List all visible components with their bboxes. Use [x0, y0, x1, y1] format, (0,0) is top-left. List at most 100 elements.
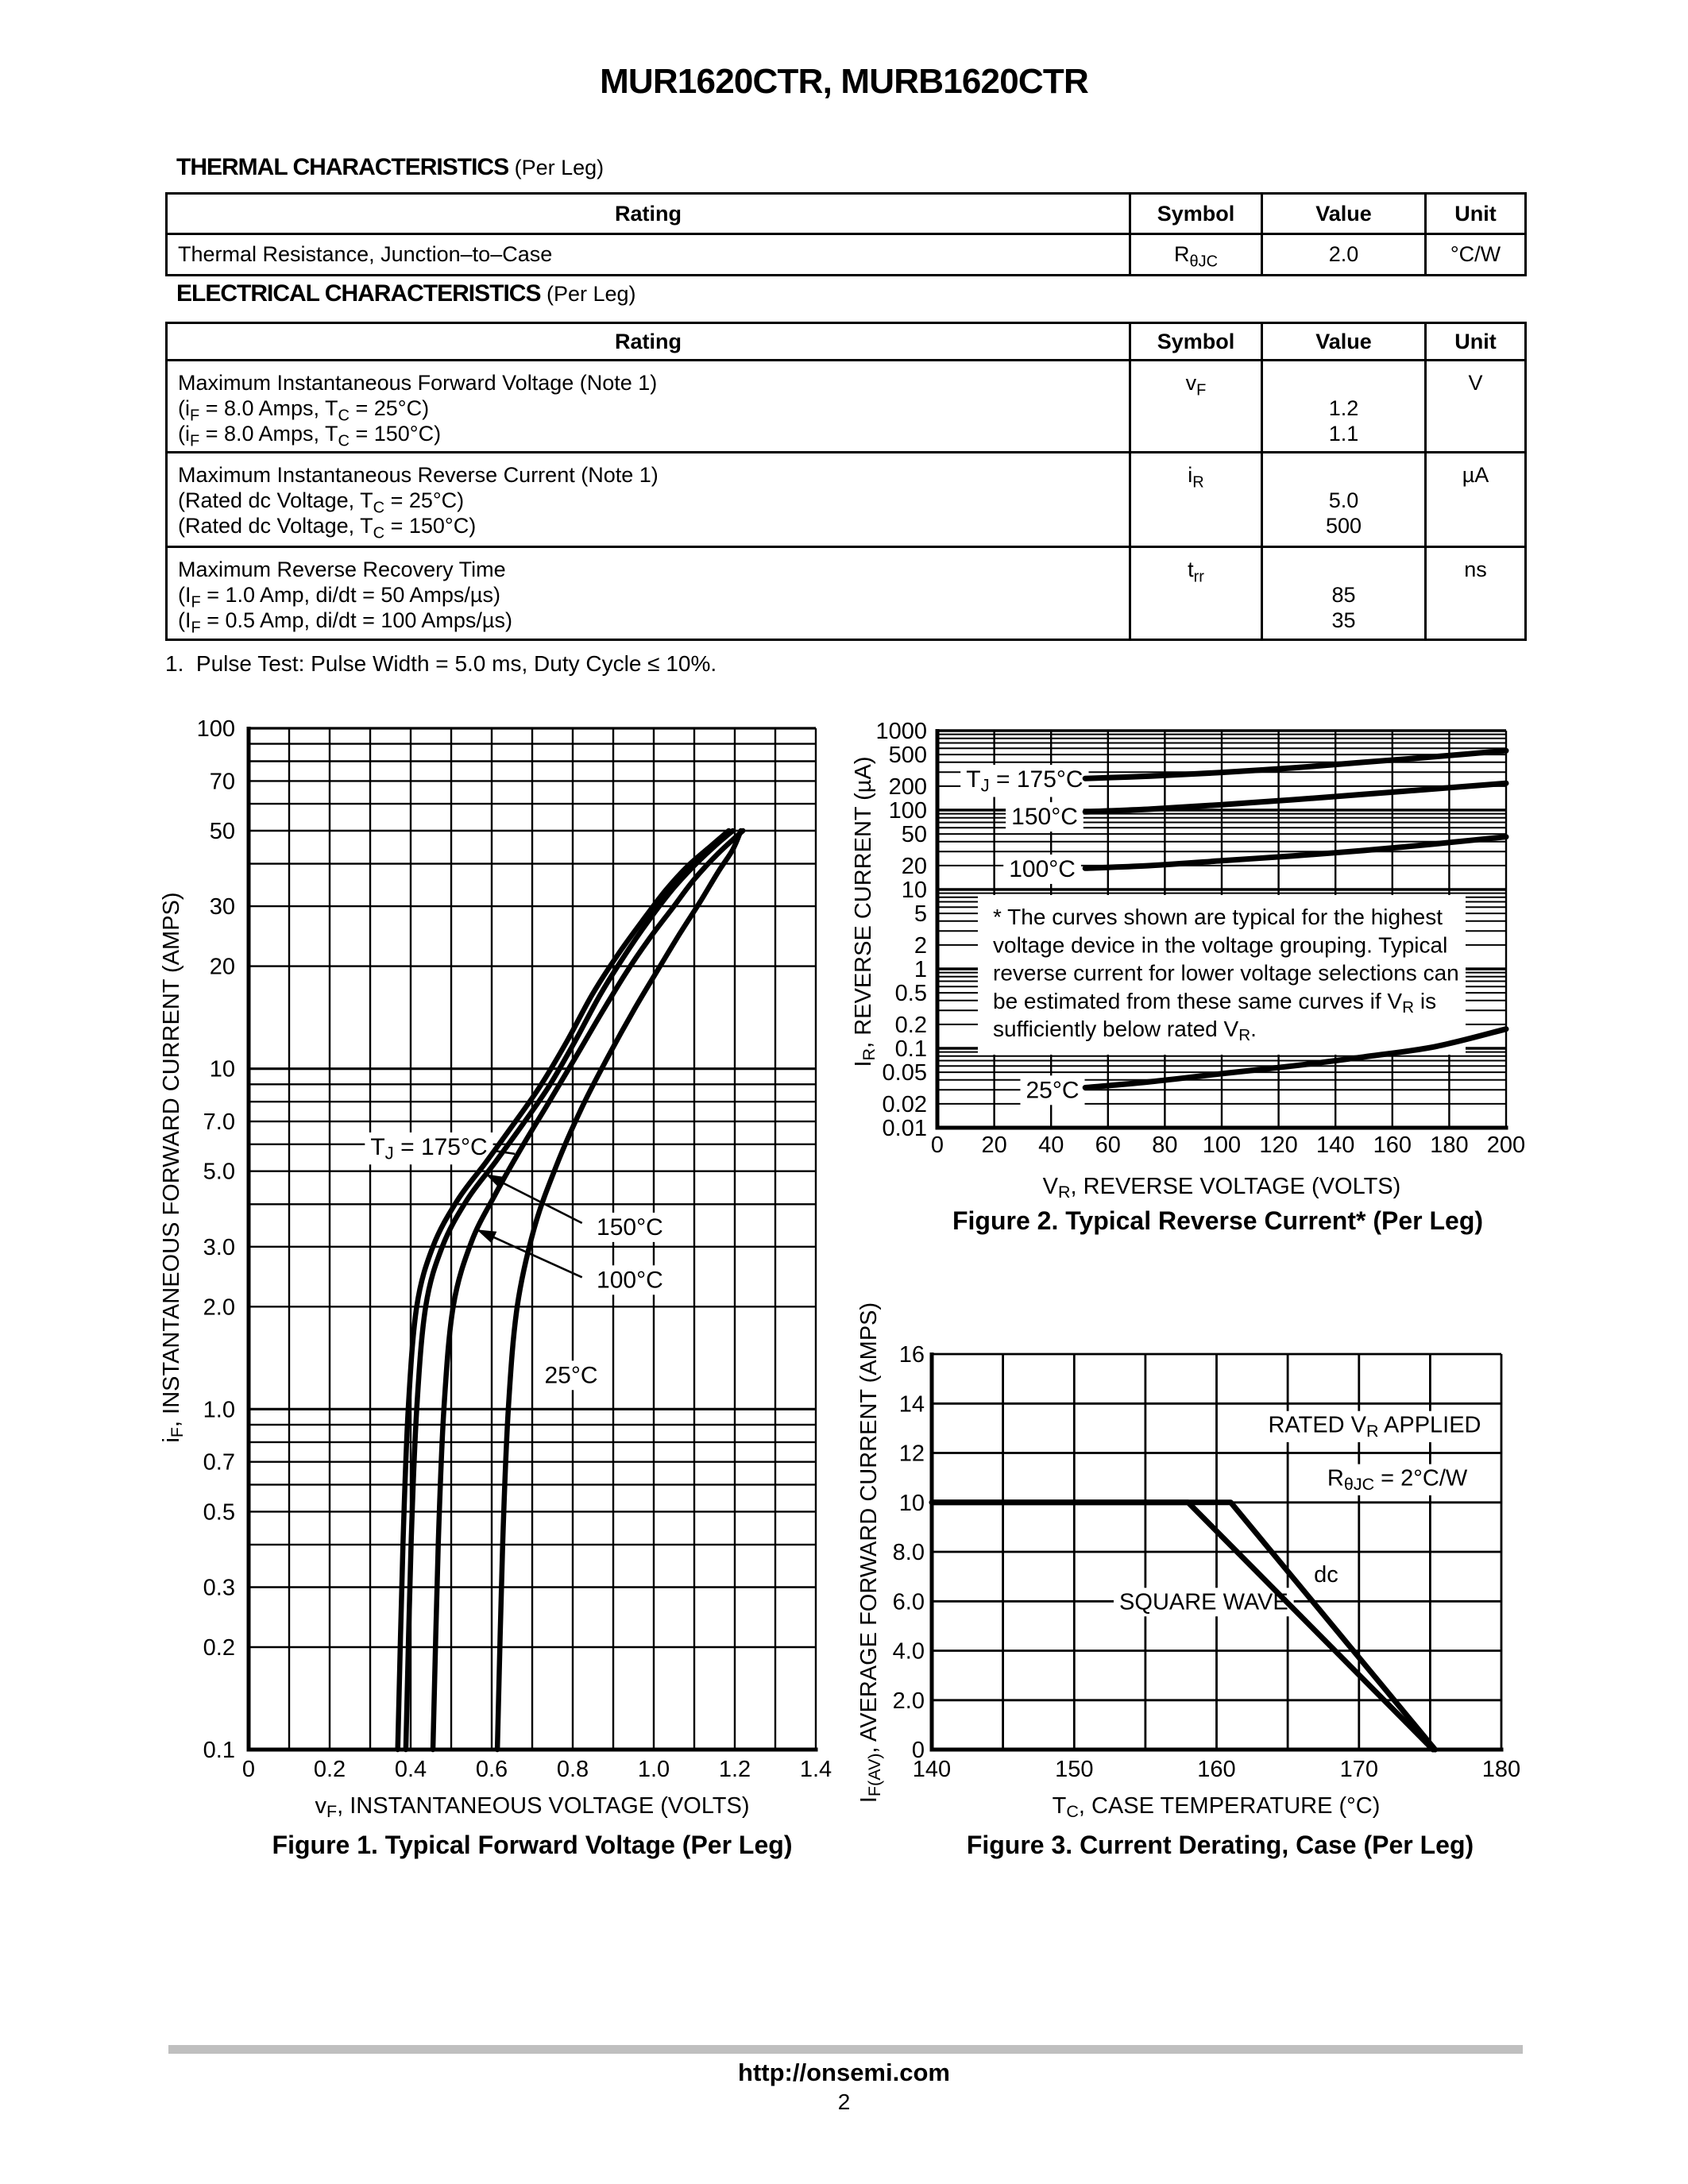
fig1-curve-label-2: 100°C [597, 1267, 663, 1293]
footer-divider [168, 2045, 1523, 2054]
fig2-x-tick-label: 120 [1259, 1133, 1297, 1158]
label-mask [1006, 802, 1083, 832]
footer-url[interactable]: http://onsemi.com [738, 2059, 950, 2086]
fig3-curve-label-0: RATED VR APPLIED [1268, 1413, 1481, 1441]
fig2-annotation-line-3: be estimated from these same curves if V… [993, 989, 1436, 1017]
thermal-section-heading: THERMAL CHARACTERISTICS (Per Leg) [176, 154, 604, 181]
fig2-x-tick-label: 160 [1373, 1133, 1412, 1158]
fig1-x-tick-label: 0 [242, 1757, 255, 1782]
fig1-arrow-0 [493, 1149, 516, 1156]
fig2-curve-label-3: 25°C [1026, 1077, 1079, 1103]
fig2-y-tick-label: 1 [914, 957, 927, 982]
electrical-col-value: Value [1261, 322, 1427, 361]
rating-line: (Rated dc Voltage, TC = 150°C) [178, 514, 477, 542]
fig3-y-tick-label: 14 [899, 1391, 925, 1417]
rating-line: (Rated dc Voltage, TC = 25°C) [178, 488, 465, 517]
label-mask [591, 1265, 669, 1295]
fig1-y-tick-label: 0.7 [203, 1450, 235, 1476]
fig3-y-tick-label: 4.0 [893, 1639, 925, 1665]
fig2-y-tick-label: 2 [914, 933, 927, 959]
fig1-curve-label-1: 150°C [597, 1214, 663, 1241]
fig3-y-tick-label: 16 [899, 1342, 925, 1368]
label-mask [1114, 1588, 1294, 1617]
rating-line: Maximum Reverse Recovery Time [178, 558, 506, 581]
fig1-y-tick-label: 7.0 [203, 1109, 235, 1135]
label-mask [1020, 1075, 1085, 1106]
fig3-curve-label-1: RθJC = 2°C/W [1327, 1466, 1468, 1494]
thermal-heading-suffix: (Per Leg) [508, 156, 605, 179]
fig1-y-tick-label: 50 [210, 819, 235, 844]
thermal-col-value: Value [1261, 192, 1427, 235]
value-line: 35 [1331, 608, 1356, 632]
fig1-x-axis-title: vF, INSTANTANEOUS VOLTAGE (VOLTS) [315, 1793, 749, 1821]
value-cell: 85 35 [1261, 546, 1427, 641]
fig2-x-tick-label: 40 [1038, 1133, 1064, 1158]
fig2-y-tick-label: 100 [889, 798, 927, 824]
thermal-heading-text: THERMAL CHARACTERISTICS [176, 154, 509, 180]
thermal-rating-cell: Thermal Resistance, Junction–to–Case [165, 233, 1131, 276]
fig2-annotation-line-2: reverse current for lower voltage select… [993, 961, 1459, 986]
unit-cell: µA [1424, 451, 1527, 548]
rating-line: (iF = 8.0 Amps, TC = 150°C) [178, 422, 442, 450]
thermal-unit-cell: °C/W [1424, 233, 1527, 276]
fig2-x-tick-label: 100 [1203, 1133, 1241, 1158]
thermal-col-rating: Rating [165, 192, 1131, 235]
fig2-annotation-line-1: voltage device in the voltage grouping. … [993, 932, 1447, 957]
fig2-y-tick-label: 0.01 [883, 1116, 927, 1141]
footnote: 1. Pulse Test: Pulse Width = 5.0 ms, Dut… [165, 651, 717, 676]
fig1-y-tick-label: 0.3 [203, 1576, 235, 1601]
fig2-x-tick-label: 20 [981, 1133, 1006, 1158]
fig3-curve-label-3: SQUARE WAVE [1119, 1589, 1288, 1615]
electrical-row-forward-voltage: Maximum Instantaneous Forward Voltage (N… [165, 359, 1527, 453]
fig3-y-tick-label: 10 [899, 1491, 925, 1516]
fig1-curve-label-0: TJ = 175°C [370, 1134, 487, 1163]
fig1-x-tick-label: 1.0 [638, 1757, 670, 1782]
rating-line: (iF = 8.0 Amps, TC = 25°C) [178, 396, 430, 425]
fig1-x-tick-label: 0.8 [557, 1757, 589, 1782]
fig2-curve-label-0: TJ = 175°C [966, 766, 1083, 795]
fig2-series-3 [1082, 1026, 1509, 1090]
fig1-y-tick-label: 100 [197, 716, 235, 742]
electrical-heading-suffix: (Per Leg) [540, 282, 636, 306]
electrical-col-rating: Rating [165, 322, 1131, 361]
fig1-y-tick-label: 0.5 [203, 1499, 235, 1525]
fig3-y-tick-label: 8.0 [893, 1540, 925, 1565]
fig1-x-tick-label: 0.6 [476, 1757, 508, 1782]
label-mask [365, 1132, 493, 1165]
fig1-series-2 [430, 828, 746, 1753]
footer-page-number: 2 [837, 2089, 851, 2114]
fig2-caption: Figure 2. Typical Reverse Current* (Per … [952, 1206, 1483, 1235]
fig2-series-0 [1082, 747, 1509, 781]
fig1-y-tick-label: 5.0 [203, 1160, 235, 1185]
fig1-x-tick-label: 1.4 [800, 1757, 832, 1782]
fig1-series-0 [395, 828, 732, 1753]
fig3-x-tick-label: 170 [1340, 1757, 1378, 1782]
fig3-series-1 [929, 1499, 1436, 1753]
fig2-y-tick-label: 0.02 [883, 1092, 927, 1117]
fig1-y-tick-label: 10 [210, 1057, 235, 1082]
electrical-row-reverse-current: Maximum Instantaneous Reverse Current (N… [165, 451, 1527, 548]
fig2-x-axis-title: VR, REVERSE VOLTAGE (VOLTS) [1043, 1174, 1401, 1202]
fig2-y-tick-label: 200 [889, 774, 927, 800]
fig1-y-tick-label: 2.0 [203, 1295, 235, 1320]
fig1-arrowhead-1 [485, 1174, 506, 1189]
thermal-data-row: Thermal Resistance, Junction–to–Case RθJ… [165, 233, 1527, 276]
electrical-section-heading: ELECTRICAL CHARACTERISTICS (Per Leg) [176, 280, 636, 307]
fig2-x-tick-label: 140 [1316, 1133, 1354, 1158]
fig2-annotation-line-0: * The curves shown are typical for the h… [993, 905, 1443, 929]
fig1-y-tick-label: 3.0 [203, 1235, 235, 1260]
rating-line: Maximum Instantaneous Forward Voltage (N… [178, 371, 658, 395]
fig3-caption: Figure 3. Current Derating, Case (Per Le… [967, 1831, 1474, 1859]
fig2-x-tick-label: 60 [1095, 1133, 1121, 1158]
fig3-chart: RATED VR APPLIED RθJC = 2°C/W dc SQUARE WAV… [856, 1302, 1520, 1859]
label-mask [1003, 855, 1081, 884]
symbol-cell: vF [1129, 359, 1263, 453]
fig2-y-tick-label: 0.1 [895, 1036, 927, 1062]
fig3-y-tick-label: 2.0 [893, 1688, 925, 1714]
fig2-y-axis-title: IR, REVERSE CURRENT (µA) [851, 756, 879, 1067]
fig1-arrow-2 [476, 1229, 583, 1279]
fig1-series-1 [403, 828, 736, 1753]
fig2-y-tick-label: 500 [889, 743, 927, 768]
